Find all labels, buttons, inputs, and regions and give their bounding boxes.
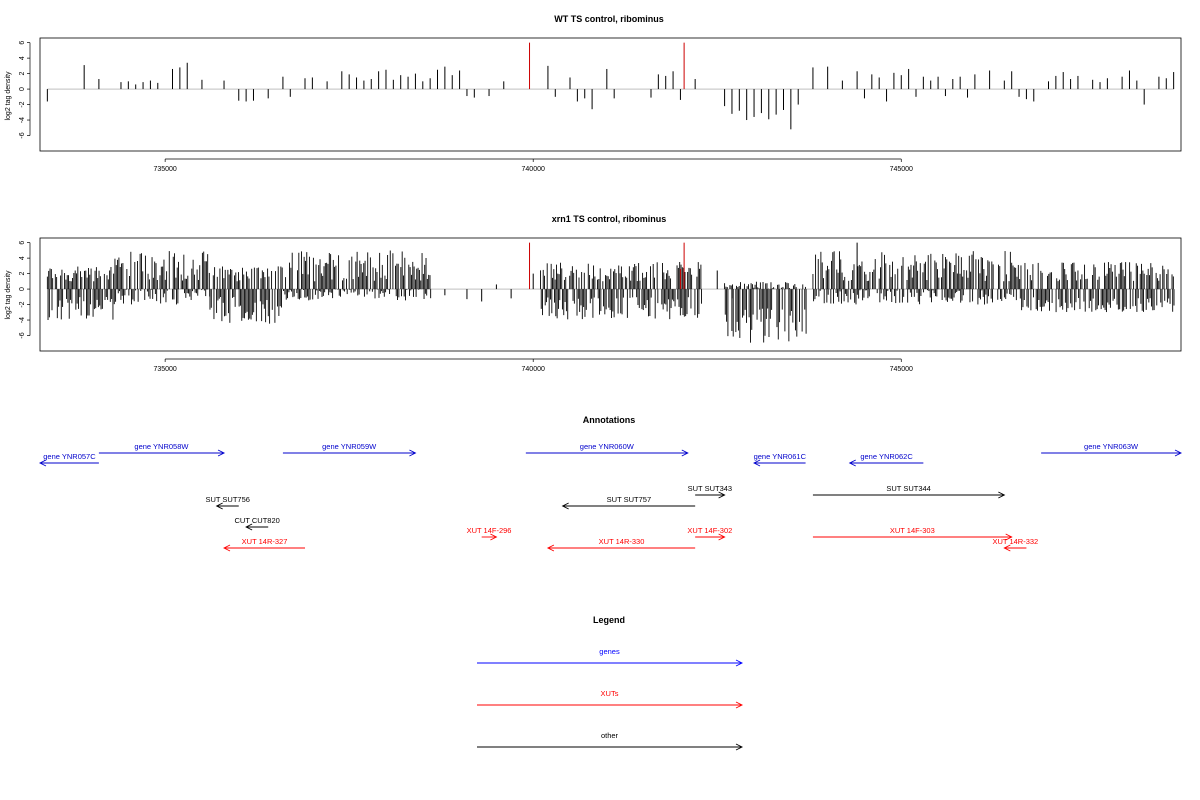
feature-label: SUT SUT344	[886, 484, 930, 493]
arrowhead	[998, 491, 1006, 499]
feature-label: XUT 14R-327	[242, 537, 288, 546]
annotations-panel: Annotations gene YNR057C gene YNR058W gene…	[38, 415, 1183, 552]
annotation-feature: gene YNR062C	[848, 452, 924, 467]
arrowhead	[1003, 544, 1011, 552]
feature-label: XUT 14R-330	[599, 537, 645, 546]
track-xrn1: xrn1 TS control, ribominus log2 tag dens…	[5, 214, 1182, 373]
track-title: xrn1 TS control, ribominus	[552, 214, 667, 224]
annotation-feature: XUT 14F-302	[687, 526, 732, 541]
y-tick-label: 0	[19, 287, 26, 291]
annotation-feature: SUT SUT757	[561, 495, 696, 510]
annotation-feature: gene YNR063W	[1041, 442, 1183, 457]
feature-label: gene YNR061C	[754, 452, 807, 461]
x-tick-label: 740000	[522, 366, 545, 373]
arrowhead	[215, 502, 223, 510]
arrowhead	[753, 459, 761, 467]
legend-label: genes	[599, 647, 620, 656]
y-tick-label: -6	[19, 132, 26, 138]
feature-label: gene YNR058W	[134, 442, 189, 451]
legend-panel: Legend genes XUTs other	[477, 615, 744, 751]
feature-label: SUT SUT756	[205, 495, 249, 504]
feature-label: XUT 14F-296	[467, 526, 512, 535]
legend-label: other	[601, 731, 619, 740]
y-tick-label: -4	[19, 117, 26, 123]
arrowhead	[681, 449, 689, 457]
y-tick-label: 0	[19, 87, 26, 91]
arrowhead	[735, 743, 744, 751]
y-tick-label: 2	[19, 272, 26, 276]
x-tick-label: 735000	[153, 366, 176, 373]
y-tick-label: 6	[19, 41, 26, 45]
arrowhead	[848, 459, 856, 467]
y-tick-label: 6	[19, 241, 26, 245]
plot-frame	[39, 37, 1182, 152]
legend-item: other	[477, 731, 744, 751]
arrowhead	[561, 502, 569, 510]
y-tick-label: 4	[19, 56, 26, 60]
arrowhead	[409, 449, 417, 457]
y-tick-label: -4	[19, 317, 26, 323]
feature-label: gene YNR059W	[322, 442, 377, 451]
annotation-feature: CUT CUT820	[235, 516, 280, 531]
feature-label: gene YNR060W	[580, 442, 635, 451]
annotation-feature: SUT SUT756	[205, 495, 250, 510]
y-tick-label: -6	[19, 332, 26, 338]
x-tick-label: 745000	[890, 166, 913, 173]
arrowhead	[490, 533, 498, 541]
arrowhead	[223, 544, 231, 552]
arrowhead	[718, 491, 726, 499]
y-axis-label: log2 tag density	[5, 270, 12, 320]
arrowhead	[735, 701, 744, 709]
annotation-feature: gene YNR059W	[282, 442, 417, 457]
feature-label: SUT SUT343	[688, 484, 732, 493]
annotation-feature: XUT 14R-330	[546, 537, 696, 552]
track-title: WT TS control, ribominus	[554, 14, 664, 24]
feature-label: gene YNR057C	[43, 452, 96, 461]
arrowhead	[735, 659, 744, 667]
feature-label: XUT 14F-303	[890, 526, 935, 535]
annotation-feature: XUT 14F-296	[467, 526, 512, 541]
feature-label: gene YNR063W	[1084, 442, 1139, 451]
annotation-feature: gene YNR060W	[525, 442, 689, 457]
feature-label: SUT SUT757	[607, 495, 651, 504]
arrowhead	[1005, 533, 1013, 541]
arrowhead	[217, 449, 226, 457]
legend-label: XUTs	[601, 689, 619, 698]
feature-label: XUT 14F-302	[687, 526, 732, 535]
arrowhead	[38, 459, 47, 467]
arrowhead	[245, 523, 253, 531]
legend-item: XUTs	[477, 689, 744, 709]
legend-item: genes	[477, 647, 744, 667]
y-tick-label: 4	[19, 256, 26, 260]
arrowhead	[546, 544, 555, 552]
y-tick-label: -2	[19, 301, 26, 307]
feature-label: CUT CUT820	[235, 516, 280, 525]
annotation-feature: gene YNR058W	[98, 442, 226, 457]
annotation-feature: gene YNR057C	[38, 452, 99, 467]
annotation-feature: XUT 14F-303	[812, 526, 1013, 541]
y-axis-label: log2 tag density	[5, 71, 12, 121]
plot-frame	[39, 237, 1182, 352]
legend-title: Legend	[593, 615, 625, 625]
arrowhead	[718, 533, 726, 541]
feature-label: XUT 14R-332	[993, 537, 1039, 546]
annotation-feature: XUT 14R-327	[223, 537, 306, 552]
annotation-feature: SUT SUT343	[688, 484, 732, 499]
annotation-feature: SUT SUT344	[812, 484, 1006, 499]
x-tick-label: 735000	[153, 166, 176, 173]
feature-label: gene YNR062C	[860, 452, 913, 461]
y-tick-label: -2	[19, 101, 26, 107]
annotation-feature: XUT 14R-332	[993, 537, 1039, 552]
x-tick-label: 745000	[890, 366, 913, 373]
annotations-title: Annotations	[583, 415, 636, 425]
track-wt: WT TS control, ribominus log2 tag densit…	[5, 14, 1182, 173]
arrowhead	[1174, 449, 1183, 457]
annotation-feature: gene YNR061C	[753, 452, 807, 467]
y-tick-label: 2	[19, 72, 26, 76]
x-tick-label: 740000	[522, 166, 545, 173]
